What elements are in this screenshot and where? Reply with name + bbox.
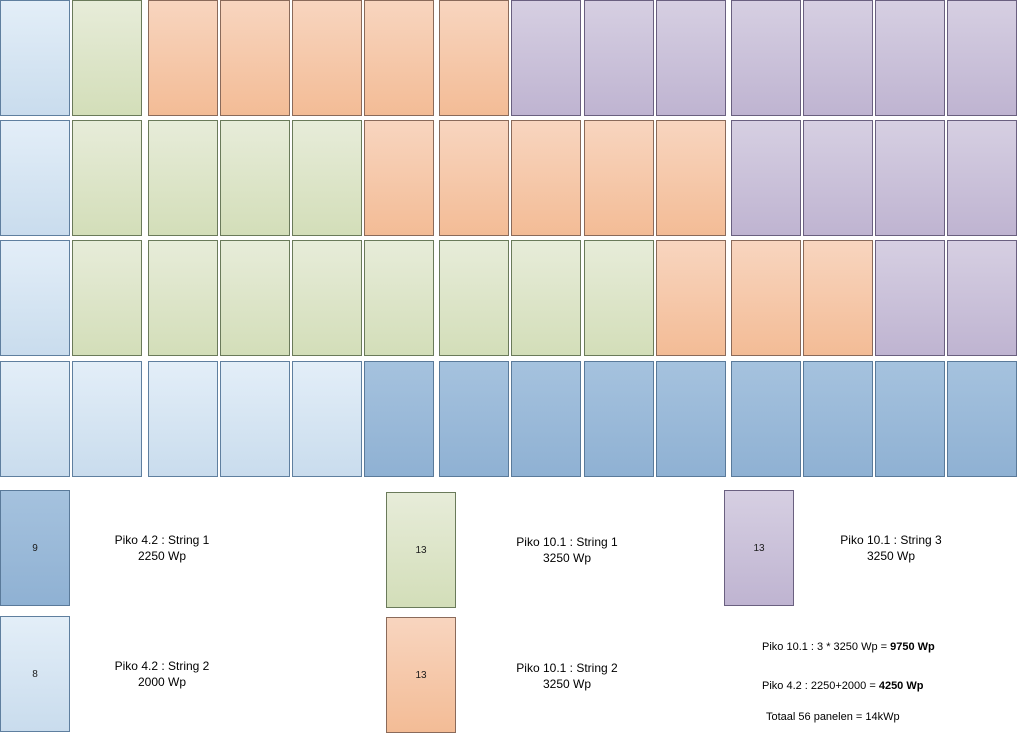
solar-panel xyxy=(439,240,509,356)
solar-panel xyxy=(803,120,873,236)
solar-panel xyxy=(511,120,581,236)
solar-panel xyxy=(72,240,142,356)
solar-panel xyxy=(656,120,726,236)
solar-panel xyxy=(72,120,142,236)
solar-panel xyxy=(584,240,654,356)
solar-panel xyxy=(803,361,873,477)
solar-panel xyxy=(875,240,945,356)
solar-panel xyxy=(511,361,581,477)
solar-panel xyxy=(439,120,509,236)
solar-panel xyxy=(364,361,434,477)
solar-panel xyxy=(731,240,801,356)
legend-string-name: Piko 10.1 : String 3 xyxy=(840,533,942,547)
legend-string-name: Piko 4.2 : String 2 xyxy=(114,659,210,673)
solar-panel xyxy=(364,0,434,116)
solar-panel xyxy=(584,120,654,236)
solar-panel xyxy=(0,240,70,356)
summary-piko42-total: 4250 Wp xyxy=(878,680,924,692)
solar-panel xyxy=(875,361,945,477)
legend-label: Piko 4.2 : String 2 2000 Wp xyxy=(115,658,210,690)
legend-string-name: Piko 4.2 : String 1 xyxy=(114,533,210,547)
solar-panel xyxy=(731,361,801,477)
solar-panel xyxy=(439,0,509,116)
legend-panel-count: 13 xyxy=(753,542,765,554)
solar-panel xyxy=(292,361,362,477)
summary-total: Totaal 56 panelen = 14kWp xyxy=(766,711,900,723)
legend-swatch: 13 xyxy=(724,490,794,606)
legend-string-power: 3250 Wp xyxy=(866,549,916,563)
solar-panel xyxy=(584,0,654,116)
solar-panel xyxy=(220,120,290,236)
solar-panel xyxy=(439,361,509,477)
legend-panel-count: 13 xyxy=(415,669,427,681)
solar-panel xyxy=(656,240,726,356)
solar-panel xyxy=(511,240,581,356)
solar-panel xyxy=(875,0,945,116)
solar-panel xyxy=(292,240,362,356)
legend-string-power: 3250 Wp xyxy=(542,677,592,691)
solar-panel xyxy=(803,0,873,116)
solar-panel xyxy=(731,120,801,236)
solar-panel xyxy=(656,0,726,116)
legend-swatch: 8 xyxy=(0,616,70,732)
legend-string-power: 2000 Wp xyxy=(137,675,187,689)
solar-panel xyxy=(656,361,726,477)
solar-panel xyxy=(148,240,218,356)
solar-panel xyxy=(731,0,801,116)
solar-panel xyxy=(292,0,362,116)
legend-label: Piko 10.1 : String 3 3250 Wp xyxy=(840,532,941,564)
summary-piko101-text: Piko 10.1 : 3 * 3250 Wp = xyxy=(762,641,891,653)
legend-label: Piko 10.1 : String 1 3250 Wp xyxy=(516,534,617,566)
solar-panel xyxy=(584,361,654,477)
summary-piko101: Piko 10.1 : 3 * 3250 Wp = 9750 Wp xyxy=(762,640,935,654)
solar-panel xyxy=(364,240,434,356)
solar-panel xyxy=(947,0,1017,116)
solar-panel xyxy=(0,361,70,477)
solar-panel xyxy=(72,0,142,116)
solar-panel xyxy=(364,120,434,236)
solar-panel xyxy=(292,120,362,236)
solar-panel xyxy=(947,361,1017,477)
solar-panel xyxy=(148,0,218,116)
solar-panel xyxy=(511,0,581,116)
legend-swatch: 13 xyxy=(386,492,456,608)
solar-panel xyxy=(947,120,1017,236)
legend-string-name: Piko 10.1 : String 2 xyxy=(516,661,618,675)
solar-panel xyxy=(148,361,218,477)
solar-panel xyxy=(875,120,945,236)
legend-string-power: 3250 Wp xyxy=(542,551,592,565)
legend-string-power: 2250 Wp xyxy=(137,549,187,563)
summary-piko42: Piko 4.2 : 2250+2000 = 4250 Wp xyxy=(762,679,923,693)
legend-swatch: 13 xyxy=(386,617,456,733)
legend-panel-count: 8 xyxy=(32,668,38,680)
solar-panel xyxy=(220,361,290,477)
solar-panel xyxy=(220,240,290,356)
legend-swatch: 9 xyxy=(0,490,70,606)
summary-piko42-text: Piko 4.2 : 2250+2000 = xyxy=(762,680,879,692)
solar-panel xyxy=(148,120,218,236)
solar-panel xyxy=(0,0,70,116)
legend-label: Piko 10.1 : String 2 3250 Wp xyxy=(516,660,617,692)
solar-panel xyxy=(72,361,142,477)
legend-string-name: Piko 10.1 : String 1 xyxy=(516,535,618,549)
legend-panel-count: 9 xyxy=(32,542,38,554)
solar-panel xyxy=(803,240,873,356)
solar-panel xyxy=(220,0,290,116)
legend-label: Piko 4.2 : String 1 2250 Wp xyxy=(115,532,210,564)
solar-panel xyxy=(0,120,70,236)
legend-panel-count: 13 xyxy=(415,544,427,556)
summary-piko101-total: 9750 Wp xyxy=(890,641,935,653)
solar-panel xyxy=(947,240,1017,356)
